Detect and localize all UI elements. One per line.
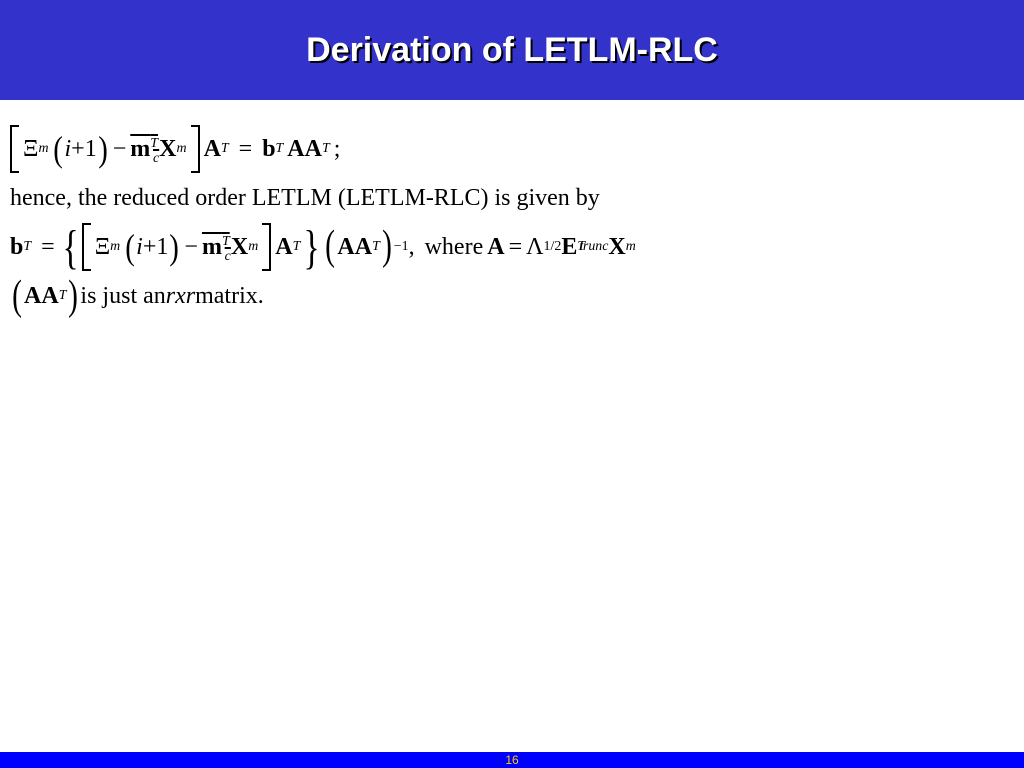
text-line-1: hence, the reduced order LETLM (LETLM-RL… — [10, 179, 1014, 217]
slide-body: Ξm (i+1) − mTc Xm AT = bT AAT ; hence, t… — [0, 100, 1024, 316]
page-number: 16 — [505, 753, 518, 767]
equation-2: bT = { Ξm (i+1) − mTc Xm AT } ( AAT )−1 … — [10, 223, 1014, 271]
equation-1: Ξm (i+1) − mTc Xm AT = bT AAT ; — [10, 125, 1014, 173]
left-bracket-group: Ξm (i+1) − mTc Xm — [10, 125, 200, 173]
slide-title: Derivation of LETLM-RLC — [306, 31, 718, 70]
where-text: where — [425, 228, 484, 266]
equation-3: ( AAT ) is just an rxr matrix. — [10, 277, 1014, 315]
footer-bar: 16 — [0, 752, 1024, 768]
title-bar: Derivation of LETLM-RLC — [0, 0, 1024, 100]
